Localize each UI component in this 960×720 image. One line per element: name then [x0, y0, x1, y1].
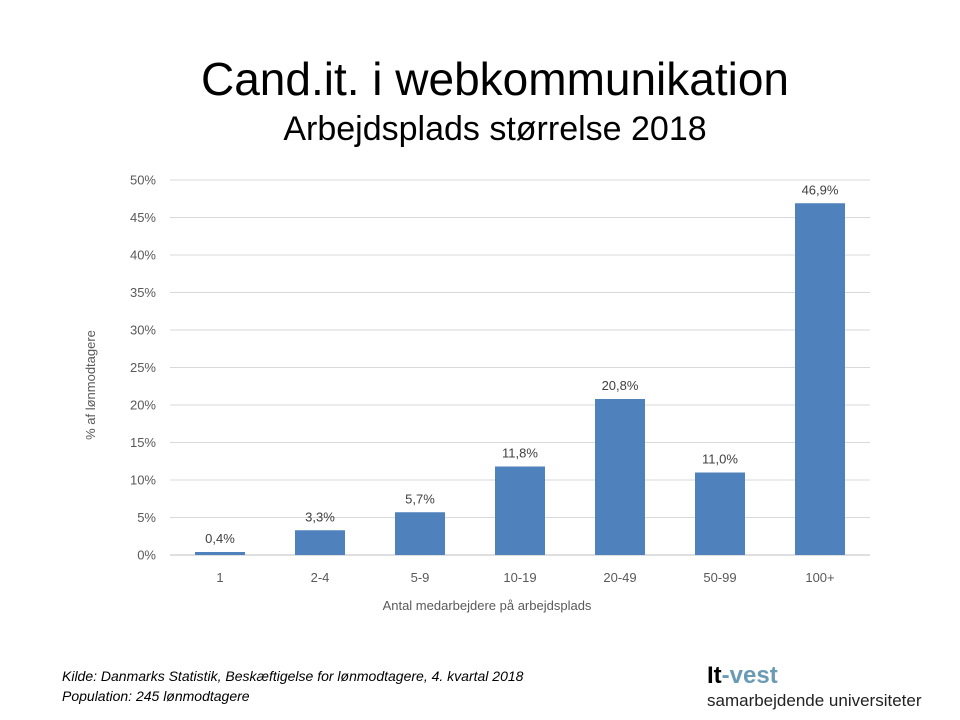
- bar: [795, 203, 845, 555]
- x-tick-label: 2-4: [311, 570, 330, 585]
- data-label: 11,8%: [502, 446, 538, 461]
- y-tick-label: 40%: [130, 248, 156, 263]
- y-tick-label: 5%: [137, 510, 156, 525]
- bar: [295, 530, 345, 555]
- x-tick-label: 20-49: [603, 570, 636, 585]
- bar: [495, 466, 545, 555]
- data-label: 46,9%: [802, 182, 839, 197]
- x-tick-label: 10-19: [503, 570, 536, 585]
- data-label: 5,7%: [405, 491, 435, 506]
- y-tick-label: 30%: [130, 323, 156, 338]
- logo-part1: It: [707, 662, 722, 689]
- bar: [695, 472, 745, 555]
- x-axis-label: Antal medarbejdere på arbejdsplads: [383, 598, 592, 613]
- bar: [395, 512, 445, 555]
- chart-title: Cand.it. i webkommunikation: [200, 53, 790, 105]
- y-tick-label: 45%: [130, 210, 156, 225]
- y-tick-label: 35%: [130, 285, 156, 300]
- logo-tagline: samarbejdende universiteter: [707, 691, 922, 710]
- bar: [195, 552, 245, 555]
- y-tick-label: 15%: [130, 435, 156, 450]
- y-tick-label: 20%: [130, 398, 156, 413]
- itvest-logo: It-vest: [707, 662, 778, 690]
- y-axis-label: % af lønmodtagere: [83, 330, 98, 440]
- logo-part2: -vest: [721, 662, 778, 689]
- chart-subtitle: Arbejdsplads størrelse 2018: [283, 110, 707, 148]
- data-label: 20,8%: [602, 378, 639, 393]
- y-tick-label: 0%: [137, 548, 156, 563]
- y-tick-label: 50%: [130, 173, 156, 188]
- x-tick-label: 1: [216, 570, 223, 585]
- bar: [595, 399, 645, 555]
- bar-chart: % af lønmodtagere Antal medarbejdere på …: [83, 173, 870, 613]
- y-tick-label: 25%: [130, 360, 156, 375]
- data-label: 3,3%: [305, 509, 335, 524]
- population-note: Population: 245 lønmodtagere: [62, 688, 250, 704]
- x-tick-label: 50-99: [703, 570, 736, 585]
- data-label: 11,0%: [702, 452, 738, 467]
- y-tick-label: 10%: [130, 473, 156, 488]
- x-tick-label: 5-9: [411, 570, 430, 585]
- data-label: 0,4%: [205, 531, 235, 546]
- source-note: Kilde: Danmarks Statistik, Beskæftigelse…: [62, 668, 524, 684]
- x-tick-label: 100+: [805, 570, 834, 585]
